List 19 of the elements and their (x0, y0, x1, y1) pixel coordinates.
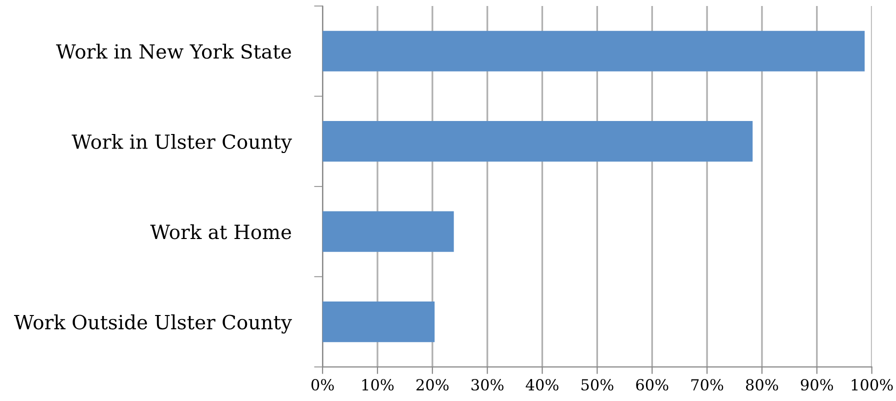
y-tick-label: Work in New York State (56, 44, 292, 59)
x-tick-label: 40% (526, 378, 558, 391)
bar (322, 121, 753, 162)
y-tick-label: Work in Ulster County (72, 134, 292, 154)
x-tick-label: 100% (852, 378, 893, 391)
x-tick-label: 0% (311, 378, 334, 391)
x-tick-label: 10% (362, 378, 394, 391)
bar (322, 211, 454, 252)
x-tick-label: 60% (636, 378, 668, 391)
bar (322, 302, 435, 342)
x-tick-label: 70% (691, 378, 724, 391)
x-tick-label: 20% (416, 378, 449, 391)
x-tick-label: 30% (472, 378, 504, 391)
x-tick-label: 50% (582, 378, 614, 391)
y-tick-label: Work Outside Ulster County (14, 314, 292, 334)
y-tick-label: Work at Home (150, 224, 292, 240)
x-tick-label: 90% (800, 378, 834, 391)
bar (322, 30, 865, 72)
x-tick-label: 80% (746, 378, 778, 391)
